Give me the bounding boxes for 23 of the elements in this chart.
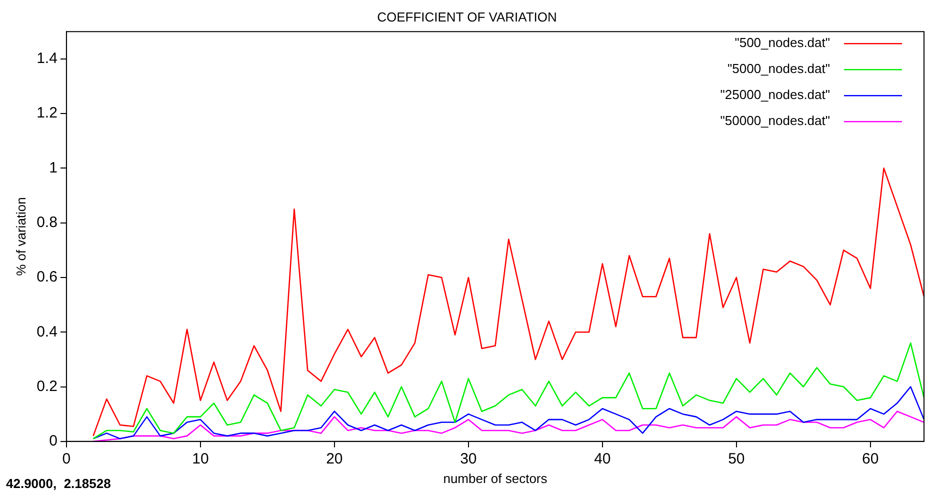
legend-label: "50000_nodes.dat" <box>720 113 830 128</box>
y-tick-label: 0 <box>49 432 58 450</box>
x-tick-label: 40 <box>594 450 611 468</box>
y-tick-label: 1.2 <box>36 104 58 122</box>
y-axis-title: % of variation <box>13 197 28 276</box>
chart-title: COEFFICIENT OF VARIATION <box>377 9 557 24</box>
x-tick-label: 0 <box>62 450 71 468</box>
x-tick-label: 20 <box>326 450 343 468</box>
legend-label: "500_nodes.dat" <box>734 35 830 50</box>
legend-label: "5000_nodes.dat" <box>728 61 830 76</box>
x-tick-label: 60 <box>862 450 879 468</box>
y-tick-label: 0.6 <box>36 268 58 286</box>
x-tick-label: 50 <box>728 450 745 468</box>
text: 42.9000, 2.18528 <box>6 476 111 492</box>
y-tick-label: 0.4 <box>36 323 58 340</box>
x-axis-title: number of sectors <box>443 470 548 486</box>
y-tick-label: 0.8 <box>36 214 58 231</box>
legend-label: "25000_nodes.dat" <box>720 87 830 102</box>
y-tick-label: 0.2 <box>36 378 58 395</box>
y-tick-label: 1 <box>49 159 58 176</box>
x-tick-label: 10 <box>192 450 209 468</box>
x-tick-label: 30 <box>460 450 477 468</box>
y-tick-label: 1.4 <box>36 50 58 68</box>
